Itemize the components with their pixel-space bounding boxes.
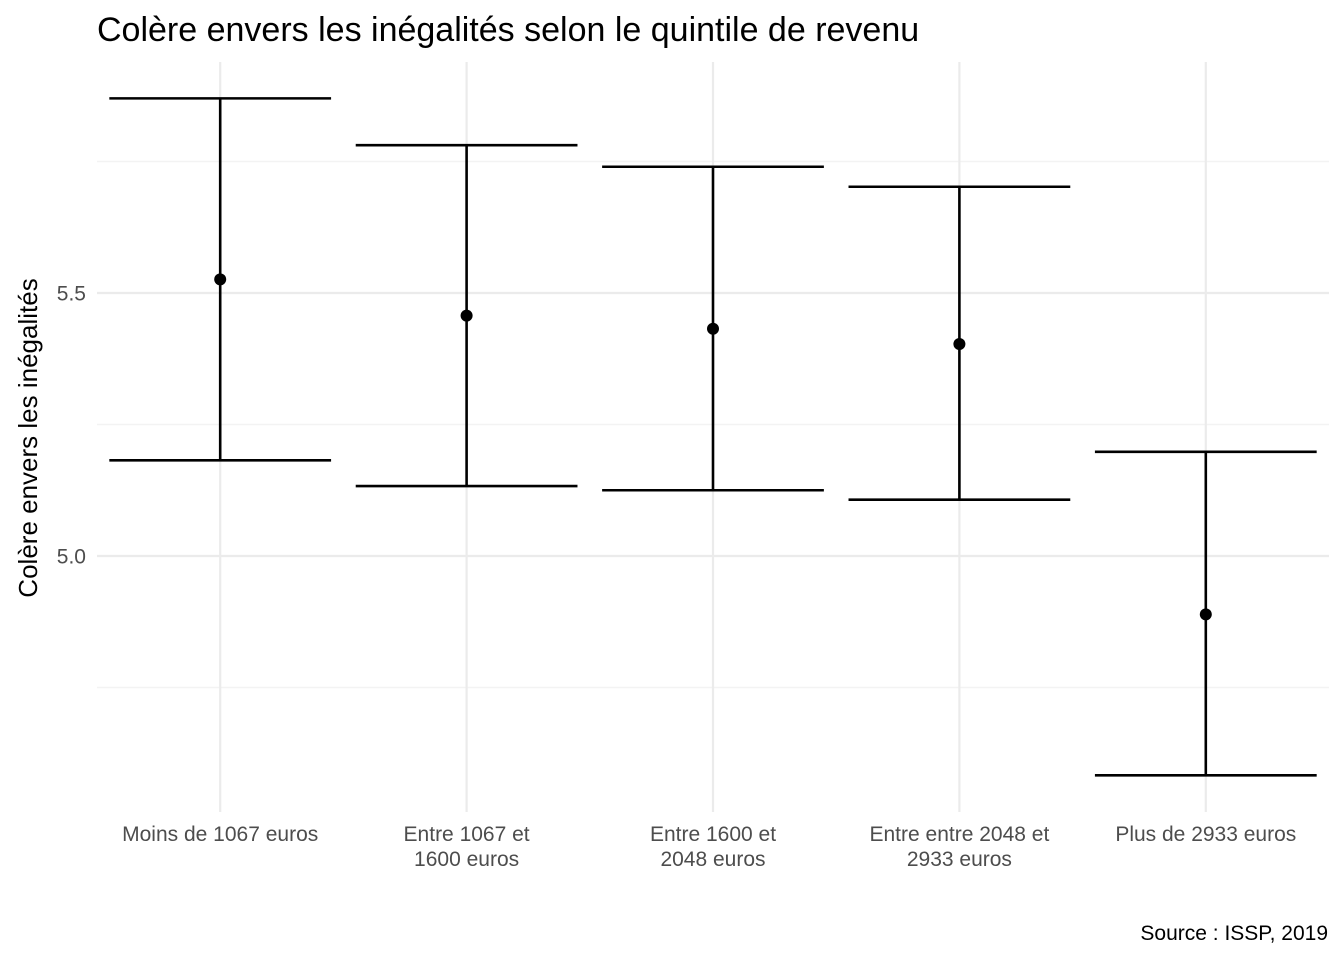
y-tick-label: 5.5 (57, 283, 86, 306)
x-axis-ticks: Moins de 1067 euros Entre 1067 et 1600 eur… (122, 823, 1296, 871)
x-tick-label: Entre 1067 et 1600 euros (404, 823, 530, 871)
mean-point (460, 309, 473, 322)
y-axis-label: Colère envers les inégalités (13, 278, 43, 597)
mean-point (707, 322, 719, 335)
mean-point (1199, 608, 1212, 621)
error-bar-group (109, 97, 332, 462)
y-axis-ticks: 5.0 5.5 (57, 283, 86, 569)
x-tick-label: Entre entre 2048 et 2933 euros (870, 823, 1050, 871)
error-bar-group (1094, 450, 1317, 777)
x-tick-label: Plus de 2933 euros (1115, 823, 1296, 846)
error-bar-group (848, 185, 1071, 502)
error-bars (109, 97, 1317, 777)
chart-title: Colère envers les inégalités selon le qu… (97, 11, 919, 49)
error-bar-group (355, 143, 578, 488)
y-tick-label: 5.0 (57, 546, 86, 569)
x-tick-label: Entre 1600 et 2048 euros (650, 823, 776, 871)
mean-point (953, 338, 966, 351)
chart-caption: Source : ISSP, 2019 (1140, 922, 1328, 945)
error-bar-group (602, 165, 824, 492)
x-tick-label: Moins de 1067 euros (122, 823, 318, 846)
mean-point (214, 273, 227, 286)
